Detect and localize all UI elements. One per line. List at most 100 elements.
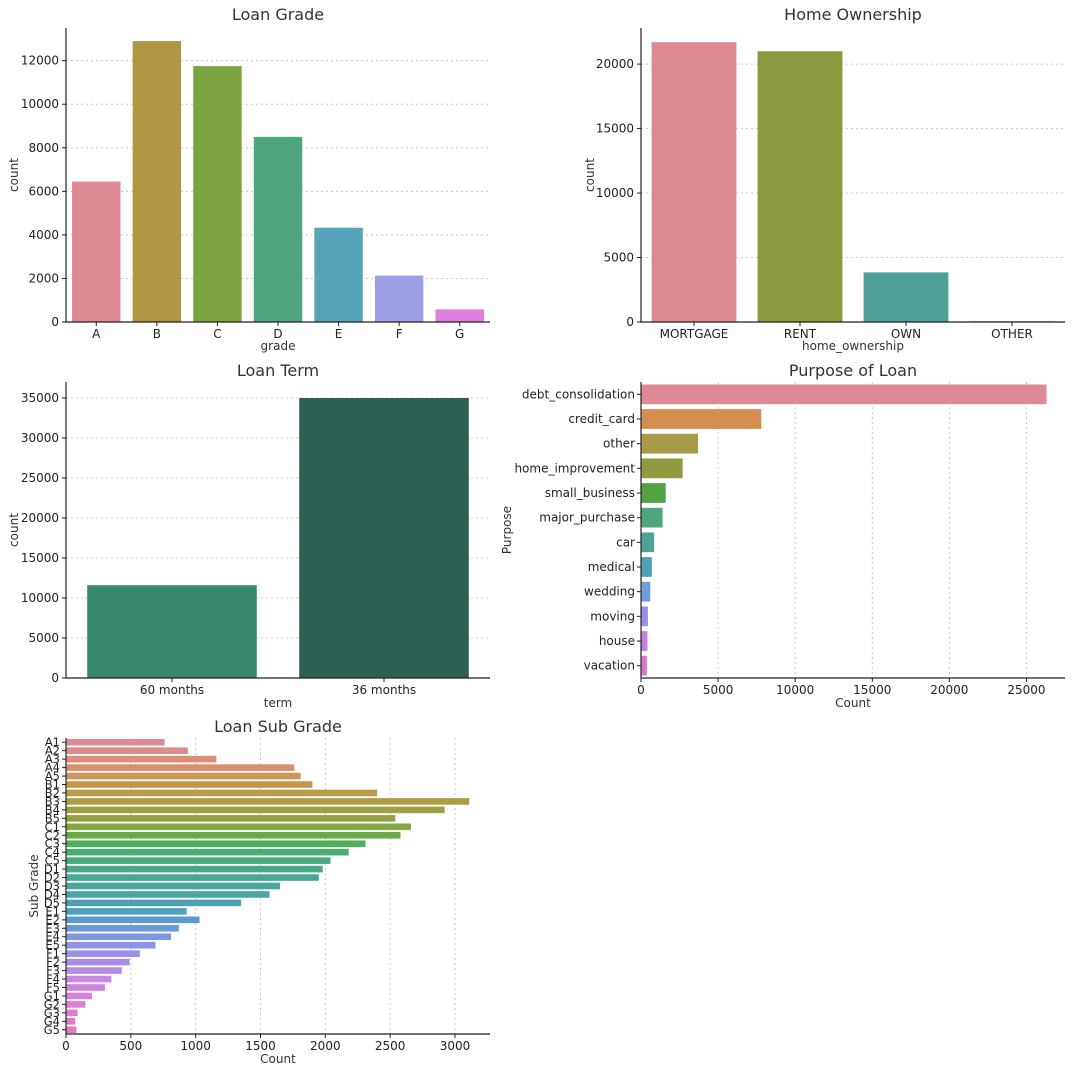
x-axis-label: Count xyxy=(260,1052,296,1066)
y-tick-label: car xyxy=(616,535,635,549)
x-tick-label: D xyxy=(273,327,282,341)
y-tick-label: A3 xyxy=(45,752,60,766)
y-tick-label: C4 xyxy=(45,845,60,859)
bar-own xyxy=(863,272,949,322)
x-tick-label: 36 months xyxy=(352,683,416,697)
bar-home_improvement xyxy=(641,458,683,479)
bar-g4 xyxy=(66,1018,76,1025)
x-tick-label: 15000 xyxy=(853,683,891,697)
bar-small_business xyxy=(641,483,666,503)
bar-medical xyxy=(641,557,652,577)
bar-d3 xyxy=(66,882,280,890)
y-tick-label: medical xyxy=(588,560,635,574)
x-tick-label: 5000 xyxy=(703,683,734,697)
x-tick-label: 2000 xyxy=(310,1039,341,1053)
y-tick-label: G5 xyxy=(44,1023,60,1037)
x-tick-label: B xyxy=(153,327,161,341)
y-tick-label: 10000 xyxy=(596,186,634,200)
x-tick-label: F xyxy=(396,327,403,341)
chart-purpose-of-loan: 0 5000 10000 15000 20000 25000 debt_consolidat… xyxy=(500,361,1065,710)
y-tick-label: 20000 xyxy=(21,511,59,525)
bar-a1 xyxy=(66,738,165,746)
y-tick-label: 10000 xyxy=(21,97,59,111)
bar-c2 xyxy=(66,831,401,839)
bar-e3 xyxy=(66,924,179,932)
bar-c5 xyxy=(66,857,331,864)
y-tick-label: G4 xyxy=(44,1014,60,1028)
bar-g2 xyxy=(66,1001,86,1008)
bar-house xyxy=(641,631,648,651)
chart-home-ownership: 0 5000 10000 15000 20000 MORTGAGE RENT OWN OTHER… xyxy=(583,5,1065,353)
y-tick-label: C3 xyxy=(45,837,60,851)
bar-car xyxy=(641,532,655,553)
bar-debt_consolidation xyxy=(641,384,1047,405)
x-tick-label: 3000 xyxy=(440,1039,471,1053)
y-tick-label: 12000 xyxy=(21,54,59,68)
bar-other xyxy=(641,433,699,454)
y-tick-label: C1 xyxy=(45,820,60,834)
bar-credit_card xyxy=(641,409,762,429)
x-tick-label: 25000 xyxy=(1007,683,1045,697)
bar-g5 xyxy=(66,1026,77,1034)
x-axis-label: Count xyxy=(835,696,871,710)
y-axis-label: count xyxy=(583,158,597,192)
y-tick-label: small_business xyxy=(545,486,635,500)
y-tick-label: A4 xyxy=(45,761,60,775)
y-tick-label: D2 xyxy=(44,871,60,885)
x-tick-label: C xyxy=(213,327,221,341)
y-tick-label: home_improvement xyxy=(514,461,635,475)
x-axis-label: grade xyxy=(261,339,296,353)
axis-lines xyxy=(640,382,1065,679)
bar-f3 xyxy=(66,967,122,974)
bar-g xyxy=(435,309,484,322)
chart-loan-term: 0 5000 10000 15000 20000 25000 30000 35000 60 mo… xyxy=(7,361,490,710)
chart-title: Loan Sub Grade xyxy=(214,717,342,736)
chart-loan-grade: 0 2000 4000 6000 8000 10000 12000 A B C D E F G Loan G… xyxy=(7,5,490,353)
y-axis-label: count xyxy=(7,158,21,192)
bar-vacation xyxy=(641,655,647,676)
y-tick-label: 15000 xyxy=(596,122,634,136)
bar-c1 xyxy=(66,823,411,831)
y-tick-label: wedding xyxy=(584,585,635,599)
x-axis-label: home_ownership xyxy=(802,339,904,353)
bar-c3 xyxy=(66,840,366,848)
bar-f4 xyxy=(66,975,112,983)
y-tick-label: F1 xyxy=(46,947,60,961)
y-tick-label: G3 xyxy=(44,1006,60,1020)
y-axis-label: Purpose xyxy=(500,506,514,554)
bar-mortgage xyxy=(651,42,737,323)
x-tick-label: G xyxy=(455,327,464,341)
x-tick-label: OWN xyxy=(891,327,921,341)
bar-f1 xyxy=(66,950,140,957)
bar-f2 xyxy=(66,958,130,966)
bar-f xyxy=(374,275,424,322)
y-tick-label: B3 xyxy=(45,794,60,808)
y-tick-label: vacation xyxy=(584,659,635,673)
y-tick-label: F2 xyxy=(46,955,60,969)
y-tick-label: other xyxy=(603,437,635,451)
bar-e5 xyxy=(66,941,156,949)
bar-b5 xyxy=(66,815,396,822)
y-tick-label: 15000 xyxy=(21,551,59,565)
bar-b xyxy=(132,41,182,323)
axis-lines xyxy=(65,738,490,1035)
y-tick-label: 5000 xyxy=(28,631,59,645)
bar-c4 xyxy=(66,848,349,856)
x-tick-label: 1500 xyxy=(245,1039,276,1053)
bar-b1 xyxy=(66,781,313,788)
y-tick-label: 4000 xyxy=(28,228,59,242)
bar-c xyxy=(193,66,242,322)
y-tick-label: 35000 xyxy=(21,391,59,405)
y-tick-label: B5 xyxy=(45,811,60,825)
y-tick-label: 6000 xyxy=(28,184,59,198)
chart-title: Purpose of Loan xyxy=(789,361,917,380)
bar-d1 xyxy=(66,865,323,873)
chart-title: Loan Grade xyxy=(232,5,324,24)
y-axis-label: Sub Grade xyxy=(27,854,41,917)
y-tick-label: 10000 xyxy=(21,591,59,605)
x-tick-label: 500 xyxy=(119,1039,142,1053)
y-tick-label: G2 xyxy=(44,997,60,1011)
bar-a4 xyxy=(66,764,295,771)
y-tick-label: A1 xyxy=(45,735,60,749)
